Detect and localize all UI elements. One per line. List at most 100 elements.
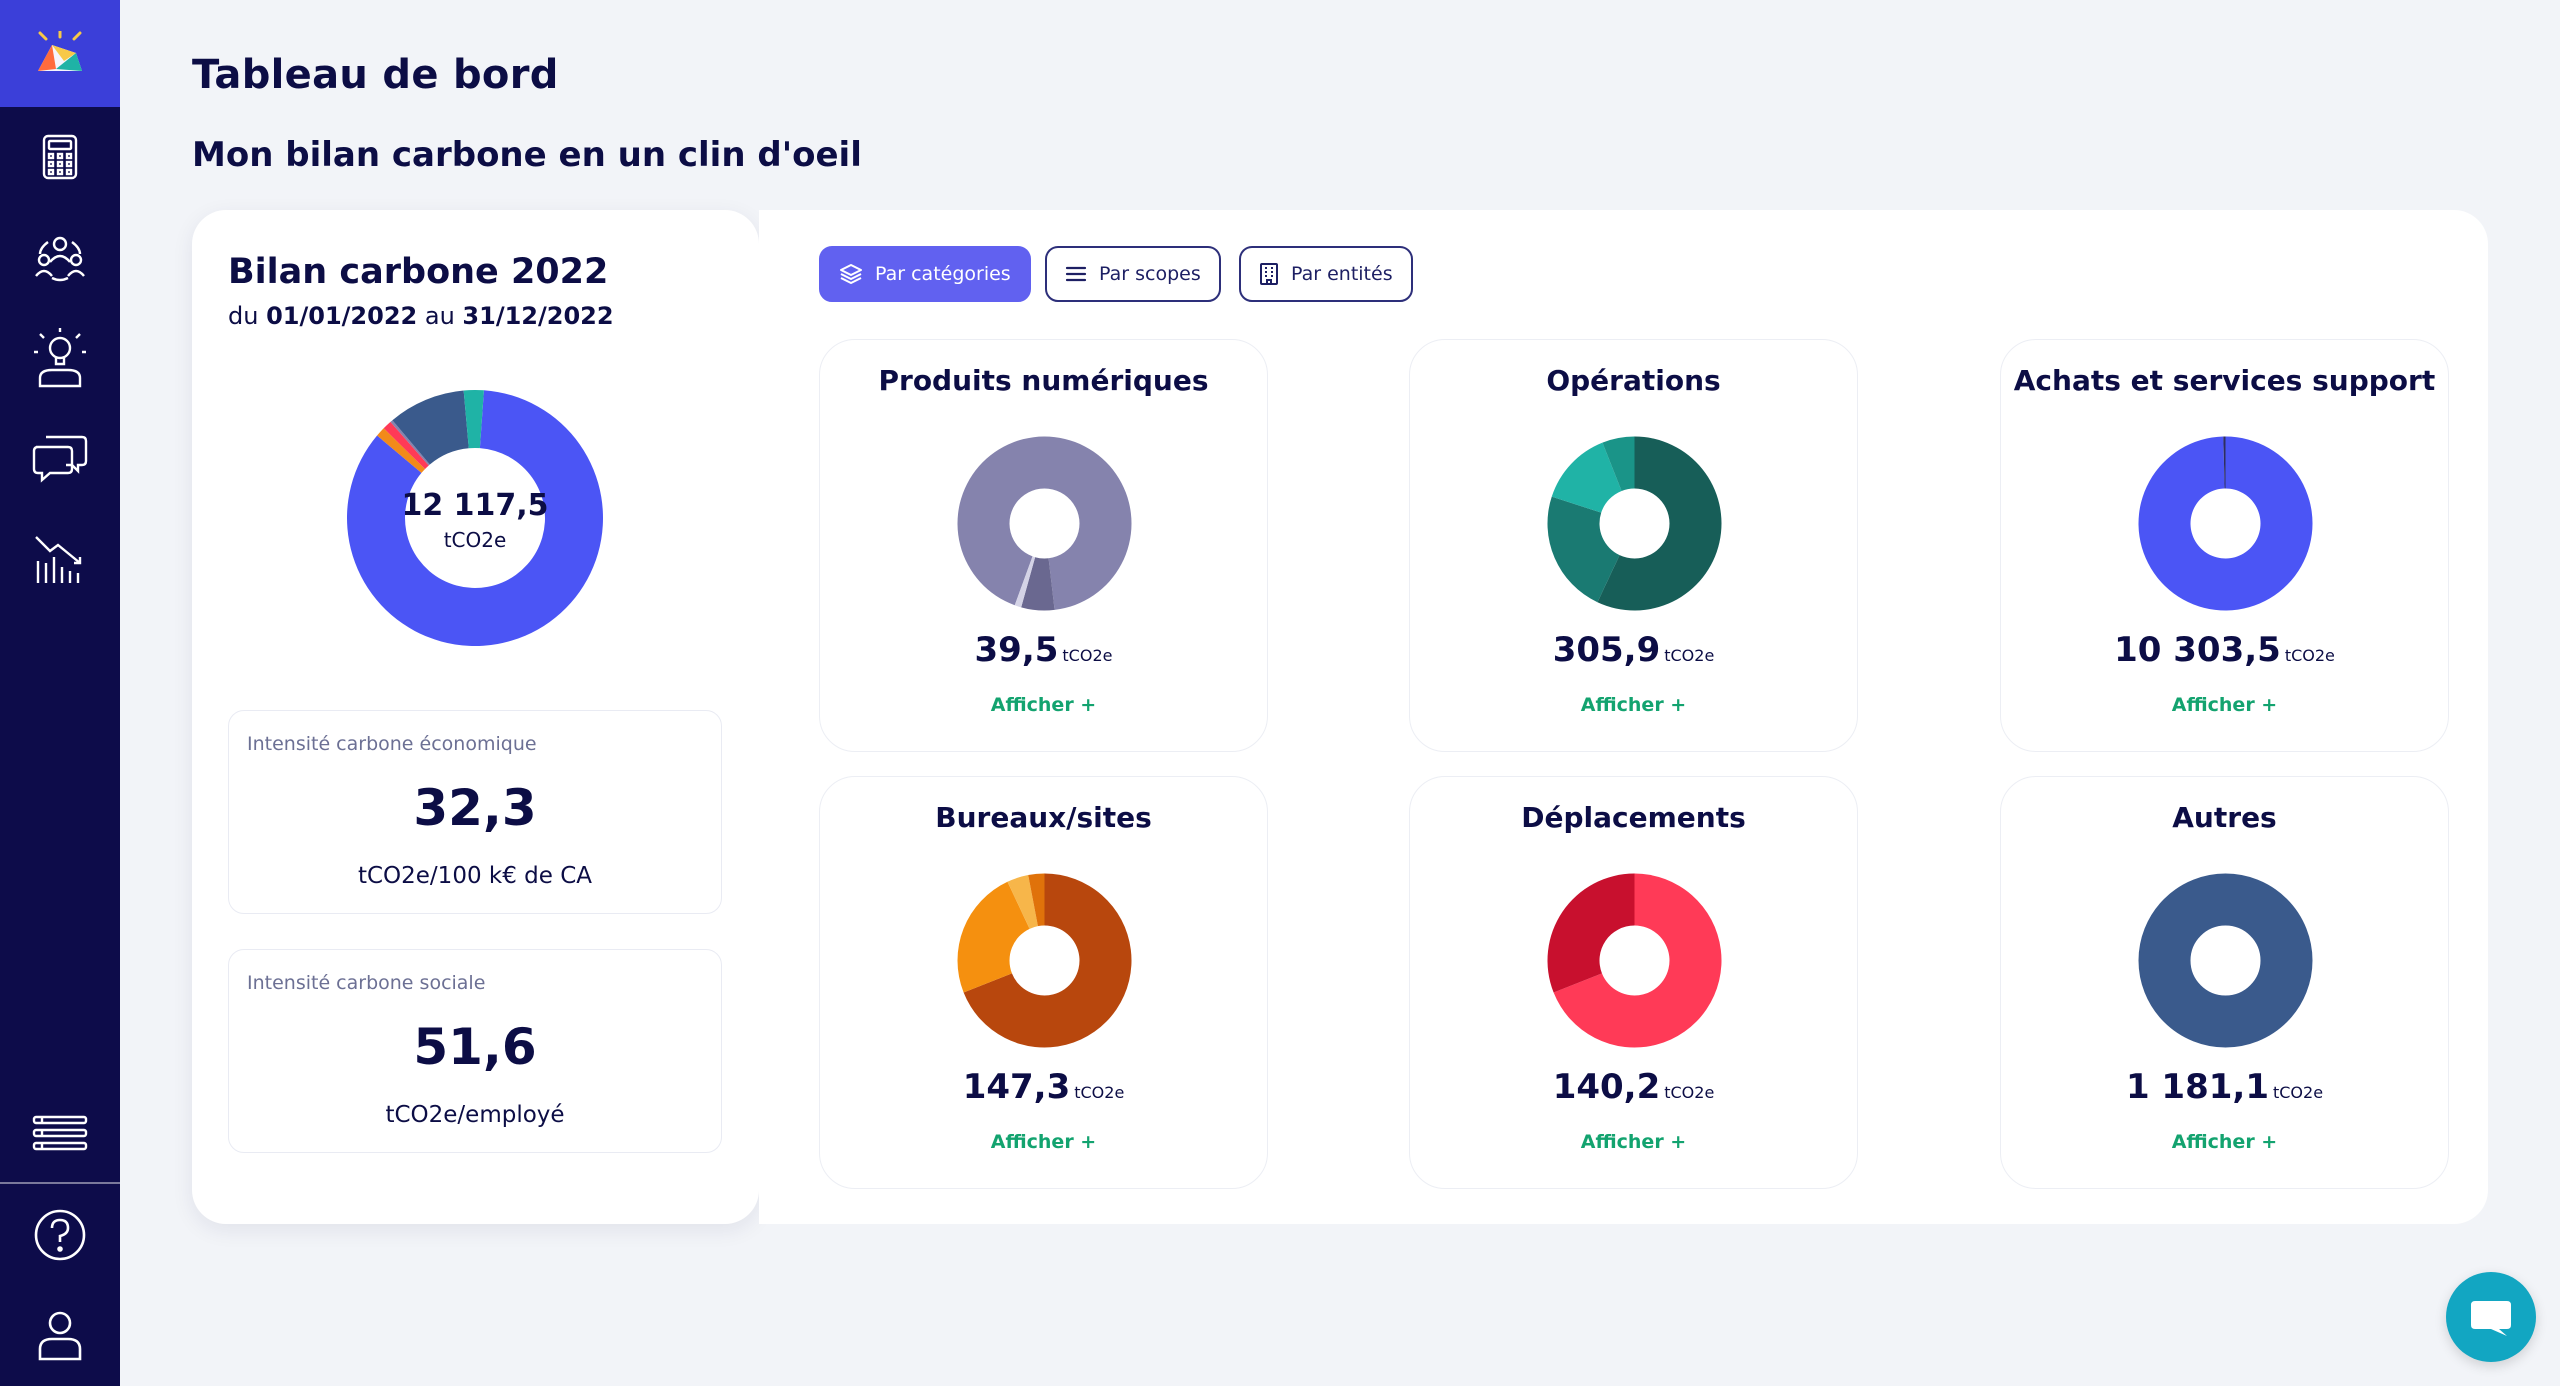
donut-slice[interactable]	[463, 390, 484, 449]
show-more-link[interactable]: Afficher +	[1580, 694, 1687, 716]
category-value-unit: tCO2e	[2284, 646, 2335, 665]
total-emissions-unit: tCO2e	[443, 528, 507, 552]
category-card[interactable]: Déplacements 140,2 tCO2e Afficher +	[1409, 776, 1858, 1189]
category-title: Autres	[2172, 801, 2277, 834]
list-icon	[32, 1115, 88, 1151]
category-card[interactable]: Achats et services support 10 303,5 tCO2e…	[2000, 339, 2449, 752]
category-donut[interactable]	[957, 873, 1132, 1048]
summary-period: du 01/01/2022 au 31/12/2022	[228, 302, 614, 330]
donut-slice[interactable]	[963, 873, 1132, 1048]
donut-slice[interactable]	[1021, 557, 1055, 611]
category-title: Opérations	[1546, 364, 1721, 397]
donut-slice[interactable]	[347, 390, 603, 646]
donut-slice[interactable]	[390, 420, 430, 466]
donut-slice[interactable]	[1007, 875, 1038, 929]
donut-slice[interactable]	[377, 428, 426, 473]
category-donut[interactable]	[2138, 873, 2313, 1048]
donut-slice[interactable]	[957, 881, 1030, 993]
show-more-link[interactable]: Afficher +	[2171, 694, 2278, 716]
tab-categories[interactable]: Par catégories	[819, 246, 1031, 302]
show-more-link[interactable]: Afficher +	[1580, 1131, 1687, 1153]
period-end: 31/12/2022	[462, 302, 614, 330]
category-value: 39,5 tCO2e	[820, 630, 1267, 670]
category-breakdown-card: Par catégories Par scopes Par entités Pr…	[759, 210, 2488, 1224]
tab-entities-label: Par entités	[1291, 263, 1393, 285]
tab-categories-label: Par catégories	[875, 263, 1011, 285]
sidebar-item-team[interactable]	[0, 213, 120, 303]
category-title: Achats et services support	[2013, 364, 2436, 397]
donut-slice[interactable]	[1028, 873, 1045, 927]
category-donut[interactable]	[1547, 436, 1722, 611]
sidebar-divider	[0, 1182, 120, 1184]
category-value-unit: tCO2e	[2272, 1083, 2324, 1102]
category-value-number: 39,5	[974, 630, 1059, 670]
category-value: 147,3 tCO2e	[820, 1067, 1267, 1107]
sidebar-item-calculator[interactable]	[0, 112, 120, 202]
category-value-unit: tCO2e	[1664, 646, 1715, 665]
donut-slice[interactable]	[392, 390, 469, 465]
show-more-link[interactable]: Afficher +	[990, 694, 1097, 716]
tab-scopes[interactable]: Par scopes	[1045, 246, 1221, 302]
tab-entities[interactable]: Par entités	[1239, 246, 1413, 302]
building-icon	[1259, 262, 1279, 286]
sidebar-item-profile[interactable]	[0, 1290, 120, 1380]
sidebar-item-list[interactable]	[0, 1088, 120, 1178]
social-intensity-label: Intensité carbone sociale	[247, 972, 486, 994]
category-value-number: 10 303,5	[2114, 630, 2281, 670]
donut-slice[interactable]	[1551, 442, 1622, 513]
total-emissions-donut[interactable]	[347, 390, 603, 646]
period-start: 01/01/2022	[266, 302, 418, 330]
total-emissions-value: 12 117,5	[401, 488, 549, 523]
idea-person-icon	[34, 328, 86, 388]
chat-bubbles-icon	[32, 435, 88, 483]
donut-slice[interactable]	[2138, 436, 2313, 611]
period-mid: au	[424, 302, 455, 330]
category-card[interactable]: Produits numériques 39,5 tCO2e Afficher +	[819, 339, 1268, 752]
support-chat-button[interactable]	[2446, 1272, 2536, 1362]
chat-icon	[2471, 1301, 2511, 1336]
category-title: Bureaux/sites	[935, 801, 1152, 834]
category-title: Déplacements	[1521, 801, 1746, 834]
category-donut[interactable]	[2138, 436, 2313, 611]
category-value-number: 147,3	[962, 1067, 1071, 1107]
category-value-unit: tCO2e	[1062, 646, 1113, 665]
donut-slice[interactable]	[957, 436, 1132, 610]
sidebar	[0, 0, 120, 1386]
donut-slice[interactable]	[1553, 873, 1722, 1048]
category-value-unit: tCO2e	[1664, 1083, 1715, 1102]
app-logo[interactable]	[0, 0, 120, 107]
social-intensity-value: 51,6	[413, 1018, 537, 1076]
donut-slice[interactable]	[2138, 873, 2313, 1048]
donut-slice[interactable]	[1014, 556, 1036, 608]
show-more-link[interactable]: Afficher +	[990, 1131, 1097, 1153]
category-card[interactable]: Bureaux/sites 147,3 tCO2e Afficher +	[819, 776, 1268, 1189]
help-icon	[34, 1209, 86, 1261]
category-title: Produits numériques	[878, 364, 1209, 397]
carbon-summary-card: Bilan carbone 2022 du 01/01/2022 au 31/1…	[192, 210, 759, 1224]
donut-slice[interactable]	[1597, 436, 1722, 611]
user-icon	[38, 1311, 82, 1361]
sidebar-item-ideas[interactable]	[0, 313, 120, 403]
category-value-unit: tCO2e	[1074, 1083, 1125, 1102]
category-value: 305,9 tCO2e	[1410, 630, 1857, 670]
economic-intensity-value: 32,3	[413, 779, 537, 837]
menu-lines-icon	[1065, 265, 1087, 283]
donut-slice[interactable]	[2223, 436, 2226, 489]
show-more-link[interactable]: Afficher +	[2171, 1131, 2278, 1153]
donut-slice[interactable]	[1547, 496, 1620, 603]
sidebar-item-help[interactable]	[0, 1190, 120, 1280]
category-card[interactable]: Opérations 305,9 tCO2e Afficher +	[1409, 339, 1858, 752]
sidebar-item-reduction[interactable]	[0, 514, 120, 604]
calculator-icon	[42, 134, 78, 180]
sidebar-item-messages[interactable]	[0, 413, 120, 503]
category-card[interactable]: Autres 1 181,1 tCO2e Afficher +	[2000, 776, 2449, 1189]
donut-slice[interactable]	[1547, 873, 1635, 993]
category-value: 140,2 tCO2e	[1410, 1067, 1857, 1107]
donut-slice[interactable]	[383, 421, 429, 469]
category-donut[interactable]	[957, 436, 1132, 611]
economic-intensity-unit: tCO2e/100 k€ de CA	[357, 863, 593, 889]
donut-slice[interactable]	[1602, 436, 1635, 491]
social-intensity-unit: tCO2e/employé	[385, 1102, 565, 1128]
category-donut[interactable]	[1547, 873, 1722, 1048]
section-title: Mon bilan carbone en un clin d'oeil	[192, 135, 862, 175]
